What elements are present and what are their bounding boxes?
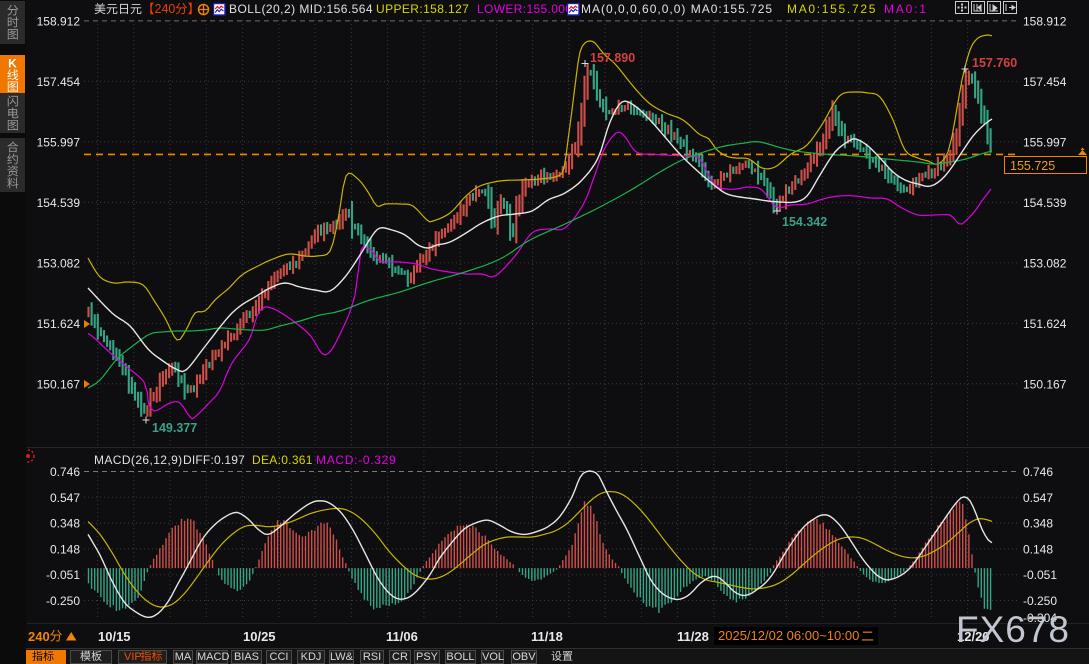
svg-text:153.082: 153.082 bbox=[37, 256, 81, 270]
svg-text:154.539: 154.539 bbox=[37, 196, 81, 210]
svg-text:0.547: 0.547 bbox=[1023, 491, 1053, 505]
svg-text:157.454: 157.454 bbox=[37, 75, 81, 89]
svg-text:153.082: 153.082 bbox=[1023, 256, 1067, 270]
svg-text:155.725: 155.725 bbox=[1010, 159, 1055, 173]
svg-text:-0.051: -0.051 bbox=[46, 568, 80, 582]
svg-text:155.997: 155.997 bbox=[37, 135, 81, 149]
svg-text:0.746: 0.746 bbox=[50, 465, 80, 479]
svg-text:-0.250: -0.250 bbox=[1023, 594, 1057, 608]
svg-text:-0.304: -0.304 bbox=[1023, 611, 1057, 625]
svg-text:157.890: 157.890 bbox=[590, 51, 635, 65]
svg-text:0.148: 0.148 bbox=[50, 542, 80, 556]
svg-text:0.148: 0.148 bbox=[1023, 542, 1053, 556]
svg-text:149.377: 149.377 bbox=[152, 421, 197, 435]
svg-text:154.342: 154.342 bbox=[782, 215, 827, 229]
svg-text:158.912: 158.912 bbox=[1023, 14, 1067, 28]
svg-text:151.624: 151.624 bbox=[37, 317, 81, 331]
svg-text:150.167: 150.167 bbox=[37, 377, 81, 391]
svg-text:151.624: 151.624 bbox=[1023, 317, 1067, 331]
svg-text:0.547: 0.547 bbox=[50, 491, 80, 505]
svg-text:158.912: 158.912 bbox=[37, 14, 81, 28]
svg-text:154.539: 154.539 bbox=[1023, 196, 1067, 210]
svg-text:-0.051: -0.051 bbox=[1023, 568, 1057, 582]
svg-text:157.454: 157.454 bbox=[1023, 75, 1067, 89]
svg-text:157.760: 157.760 bbox=[972, 56, 1017, 70]
svg-text:0.746: 0.746 bbox=[1023, 465, 1053, 479]
svg-text:150.167: 150.167 bbox=[1023, 377, 1067, 391]
svg-text:K: K bbox=[8, 57, 17, 71]
svg-text:0.348: 0.348 bbox=[50, 517, 80, 531]
svg-text:0.348: 0.348 bbox=[1023, 517, 1053, 531]
svg-text:-0.250: -0.250 bbox=[46, 594, 80, 608]
svg-text:155.997: 155.997 bbox=[1023, 135, 1067, 149]
